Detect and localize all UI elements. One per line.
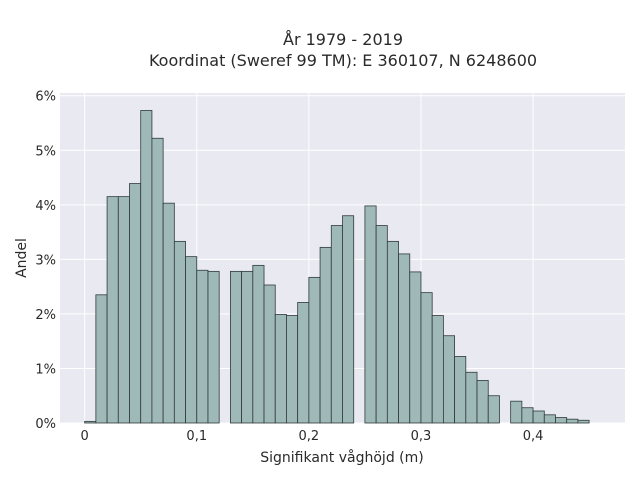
x-axis-ticks: 0 0,1 0,2 0,3 0,4: [81, 429, 544, 444]
histogram-bar: [241, 270, 254, 424]
histogram-bar: [162, 202, 175, 424]
histogram-bar: [252, 264, 265, 424]
histogram-bar: [442, 335, 456, 424]
histogram-bar: [308, 276, 321, 424]
x-axis-label: Signifikant våghöjd (m): [260, 449, 423, 466]
x-tick-label: 0,2: [299, 429, 320, 444]
histogram-bar: [543, 414, 556, 424]
histogram-bar: [117, 196, 130, 424]
x-tick-label: 0,4: [523, 429, 544, 444]
histogram-bar: [465, 371, 478, 424]
y-tick-label: 4%: [35, 199, 56, 214]
histogram-bar: [342, 215, 355, 424]
y-tick-label: 0%: [35, 417, 56, 432]
y-axis-label: Andel: [14, 238, 30, 278]
histogram-bar: [532, 410, 545, 424]
histogram-bar: [84, 420, 97, 424]
histogram-bar: [364, 205, 377, 424]
histogram-bar: [106, 196, 119, 424]
histogram-bar: [140, 110, 153, 424]
histogram-bar: [521, 407, 534, 424]
histogram-bar: [185, 256, 198, 424]
histogram-bar: [398, 253, 411, 424]
histogram-bar: [196, 269, 209, 424]
histogram-bar: [409, 271, 422, 424]
histogram-bar: [375, 225, 388, 424]
y-tick-label: 6%: [35, 90, 56, 105]
x-tick-label: 0,3: [411, 429, 432, 444]
histogram-bar: [555, 417, 568, 424]
y-axis-ticks: 0% 1% 2% 3% 4% 5% 6%: [35, 90, 56, 432]
histogram-bar: [510, 400, 523, 424]
x-tick-label: 0: [81, 429, 89, 444]
y-tick-label: 5%: [35, 144, 56, 159]
histogram-bar: [263, 284, 276, 424]
histogram-bar: [151, 137, 164, 424]
histogram-bar: [386, 240, 399, 424]
histogram-bar: [286, 315, 299, 424]
histogram-bar: [129, 183, 142, 424]
histogram-bar: [487, 395, 500, 424]
histogram-bar: [319, 246, 332, 424]
y-tick-label: 2%: [35, 308, 56, 323]
histogram-bar: [274, 314, 287, 424]
chart-title-line2: Koordinat (Sweref 99 TM): E 360107, N 62…: [149, 51, 537, 70]
histogram-bar: [476, 380, 489, 424]
histogram-bar: [431, 315, 444, 424]
y-tick-label: 3%: [35, 253, 56, 268]
histogram-bar: [420, 292, 433, 424]
histogram-bar: [207, 270, 220, 424]
x-tick-label: 0,1: [186, 429, 207, 444]
histogram-bar: [229, 270, 243, 424]
histogram-bars: [84, 110, 590, 424]
histogram-bar: [566, 418, 579, 424]
histogram-bar: [454, 356, 467, 424]
histogram-bar: [577, 419, 590, 424]
chart-title-line1: År 1979 - 2019: [283, 30, 403, 49]
histogram-bar: [297, 302, 310, 424]
histogram-bar: [330, 225, 343, 424]
y-tick-label: 1%: [35, 362, 56, 377]
histogram-bar: [173, 240, 186, 424]
histogram-bar: [95, 294, 108, 424]
